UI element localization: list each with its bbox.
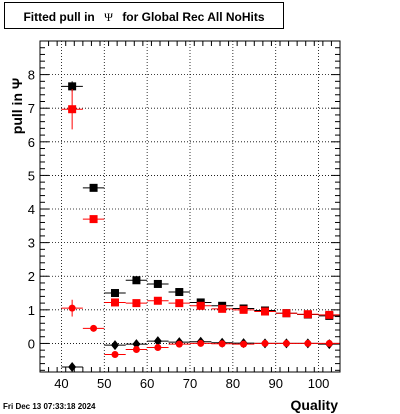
y-tick-label: 0 bbox=[28, 336, 35, 351]
data-point bbox=[68, 82, 77, 91]
data-point bbox=[153, 336, 162, 347]
data-point bbox=[111, 289, 119, 298]
plot-frame bbox=[39, 40, 341, 373]
y-tick-label: 1 bbox=[28, 303, 35, 318]
x-tick-label: 100 bbox=[308, 376, 330, 391]
data-point bbox=[132, 299, 141, 308]
y-tick-label: 4 bbox=[28, 202, 35, 217]
title-symbol: Ψ bbox=[104, 10, 113, 24]
axis-ticks: 40 50 60 70 80 90 100 0 1 2 3 4 5 6 7 8 bbox=[28, 41, 341, 391]
data-point bbox=[111, 340, 119, 351]
data-point bbox=[303, 310, 312, 319]
grid bbox=[40, 41, 340, 372]
data-point bbox=[111, 298, 119, 307]
x-tick-label: 80 bbox=[226, 376, 240, 391]
y-tick-label: 2 bbox=[28, 269, 35, 284]
data-point bbox=[218, 304, 227, 313]
data-point bbox=[239, 305, 248, 314]
x-tick-label: 50 bbox=[97, 376, 111, 391]
data-point bbox=[68, 361, 77, 372]
data-point bbox=[240, 340, 248, 348]
y-tick-label: 3 bbox=[28, 236, 35, 251]
data-point bbox=[282, 309, 291, 318]
y-axis-label: pull in Ψ bbox=[9, 78, 25, 134]
data-point bbox=[68, 304, 76, 312]
data-point bbox=[304, 339, 312, 347]
chart-title: Fitted pull in Ψ for Global Rec All NoHi… bbox=[23, 10, 264, 24]
x-tick-label: 90 bbox=[268, 376, 282, 391]
data-point bbox=[132, 339, 141, 350]
data-point bbox=[261, 307, 269, 316]
y-tick-label: 5 bbox=[28, 168, 35, 183]
x-tick-label: 40 bbox=[54, 376, 68, 391]
data-point bbox=[89, 183, 98, 192]
y-tick-label: 6 bbox=[28, 135, 35, 150]
footer-timestamp: Fri Dec 13 07:33:18 2024 bbox=[3, 402, 96, 411]
x-tick-label: 70 bbox=[183, 376, 197, 391]
data-point bbox=[90, 324, 98, 332]
data-point bbox=[111, 351, 119, 359]
data-marks bbox=[61, 81, 340, 372]
title-prefix: Fitted pull in bbox=[23, 10, 94, 24]
data-point bbox=[175, 299, 184, 308]
data-point bbox=[153, 279, 162, 288]
data-point bbox=[218, 340, 226, 348]
data-point bbox=[132, 276, 141, 285]
data-point bbox=[132, 345, 140, 353]
series-0 bbox=[61, 81, 340, 320]
data-point bbox=[196, 301, 205, 310]
x-tick-label: 60 bbox=[140, 376, 154, 391]
data-point bbox=[175, 288, 184, 297]
data-point bbox=[154, 343, 162, 351]
data-point bbox=[197, 339, 205, 347]
title-suffix: for Global Rec All NoHits bbox=[122, 10, 265, 24]
y-tick-label: 8 bbox=[28, 68, 35, 83]
data-point bbox=[89, 215, 98, 224]
data-point bbox=[282, 339, 290, 347]
data-point bbox=[325, 310, 334, 319]
y-tick-label: 7 bbox=[28, 101, 35, 116]
series-3 bbox=[61, 299, 340, 359]
data-point bbox=[68, 105, 77, 114]
data-point bbox=[153, 296, 162, 305]
series-1 bbox=[61, 89, 340, 319]
data-point bbox=[175, 340, 183, 348]
data-point bbox=[261, 339, 269, 347]
title-box: Fitted pull in Ψ for Global Rec All NoHi… bbox=[4, 2, 284, 29]
x-axis-label: Quality bbox=[291, 397, 339, 413]
data-point bbox=[325, 339, 333, 347]
